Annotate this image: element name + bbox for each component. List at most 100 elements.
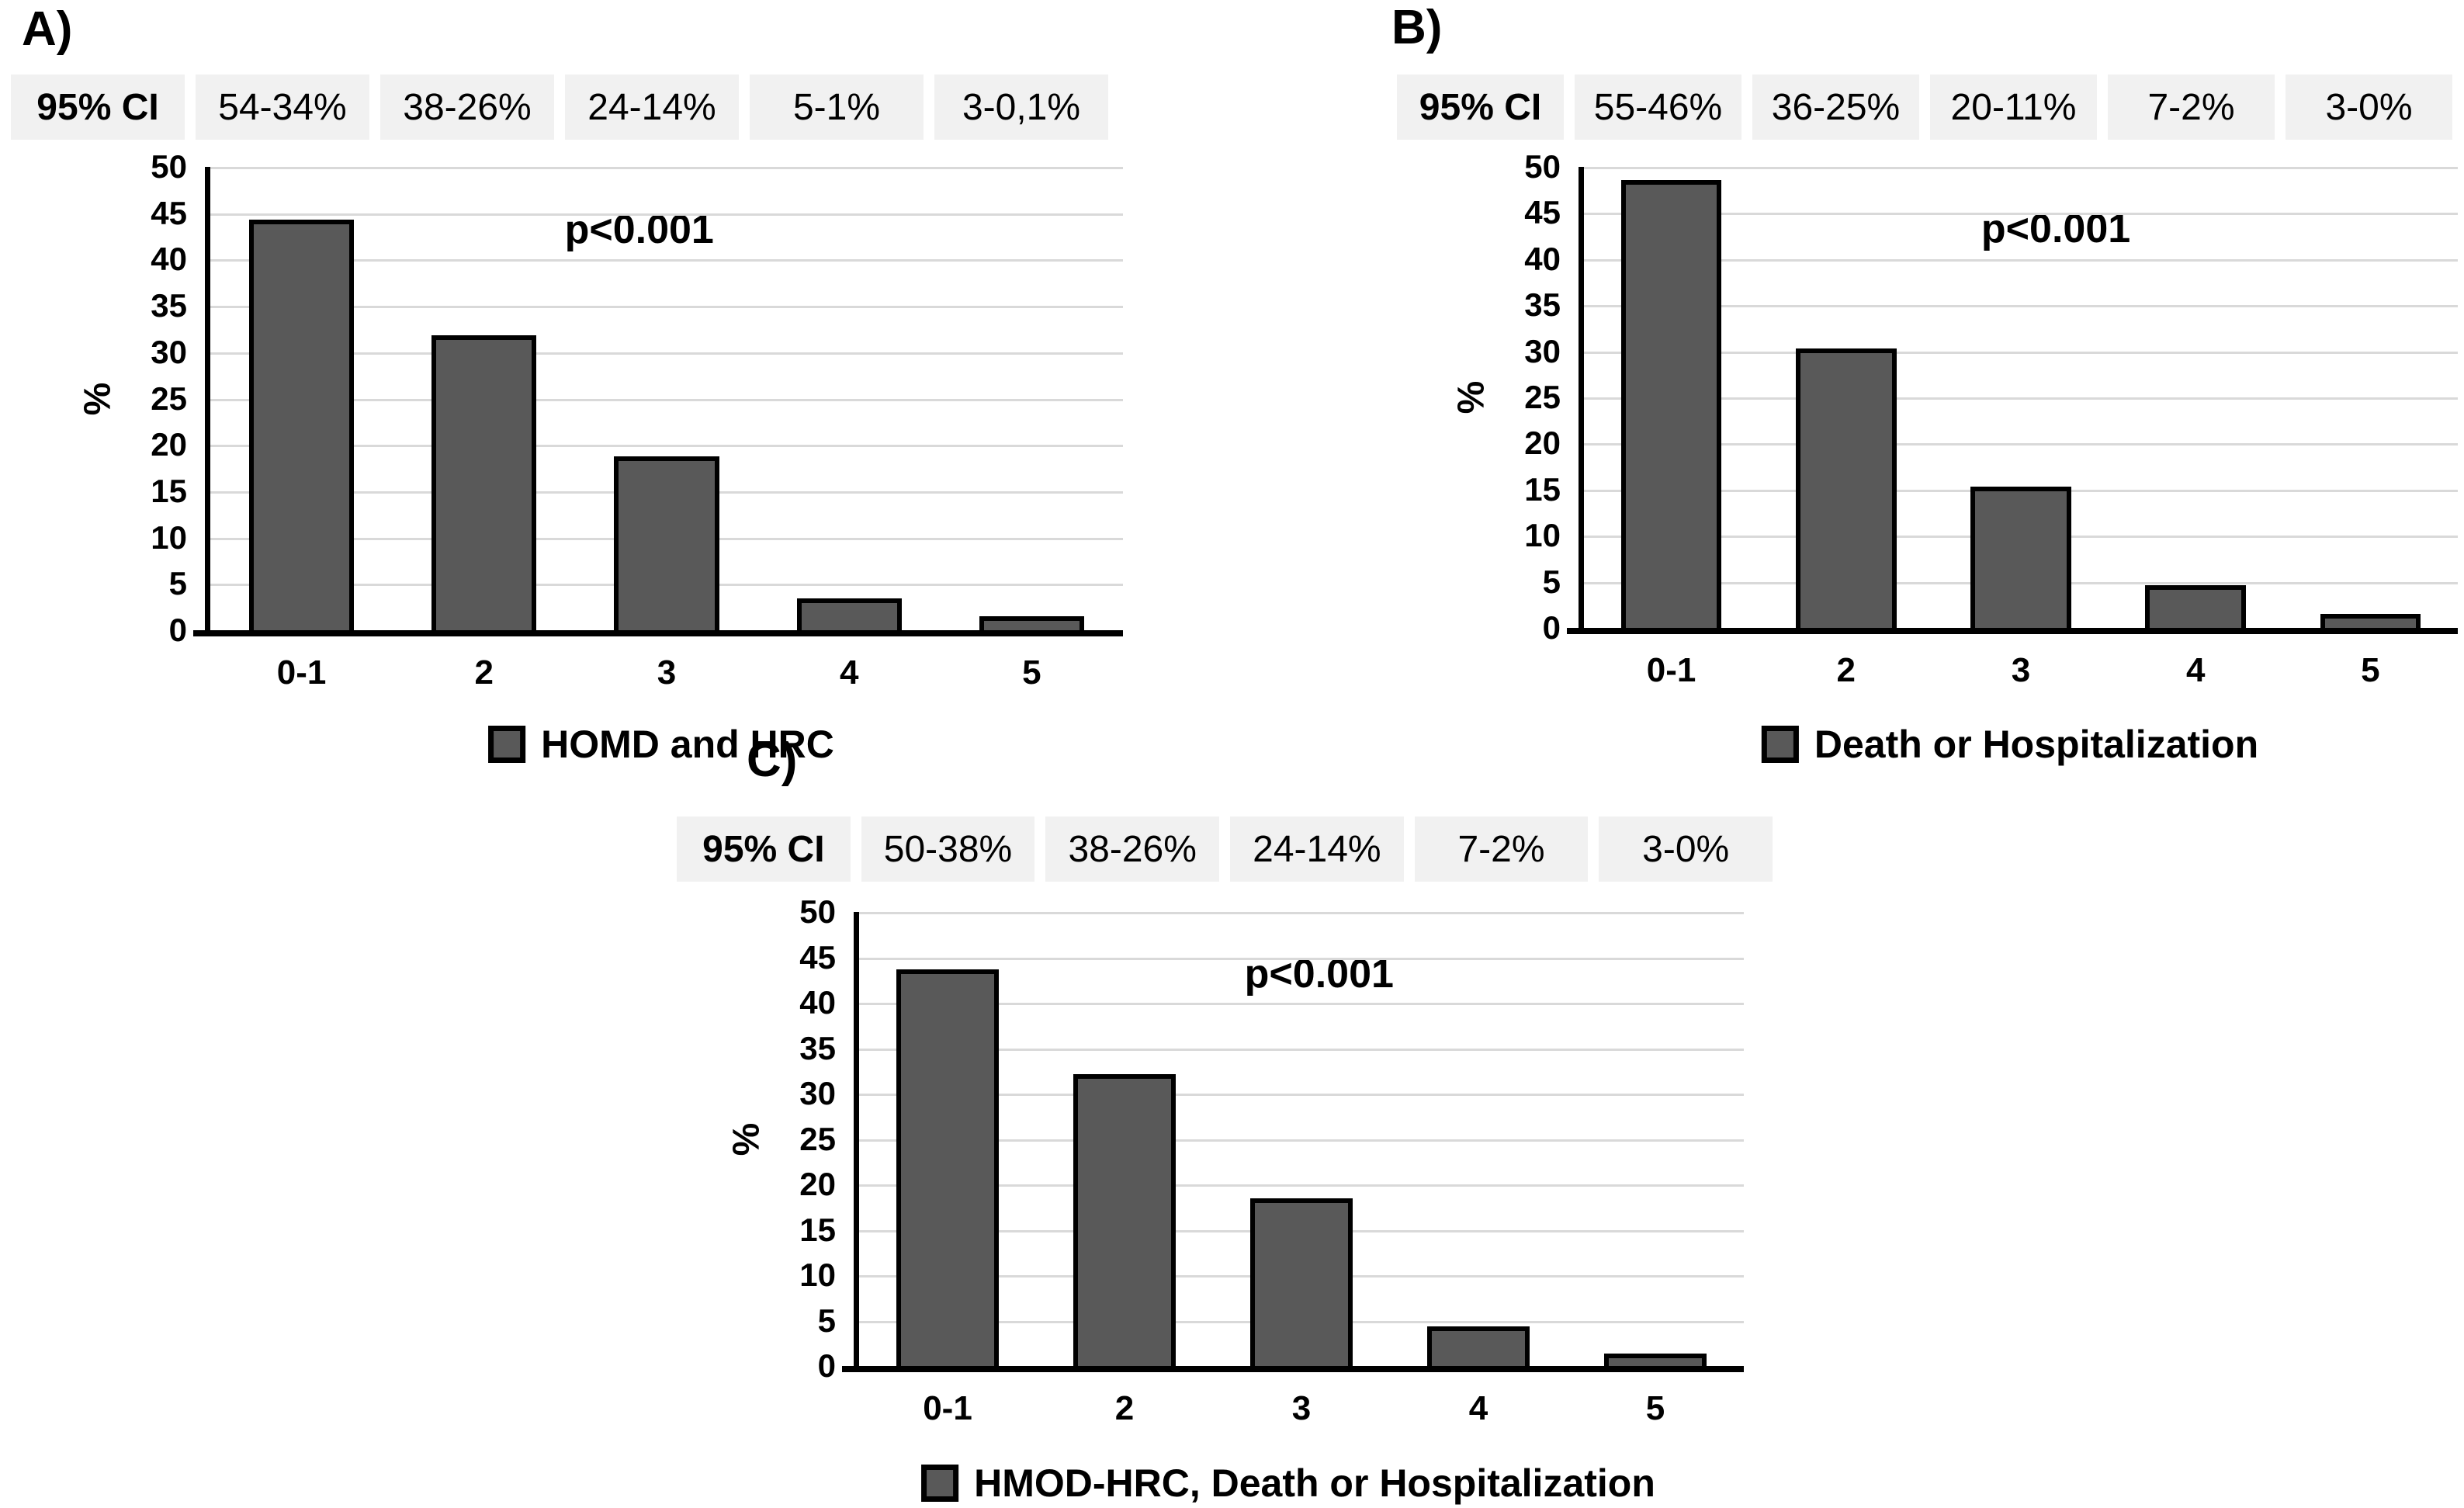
legend-label: HMOD-HRC, Death or Hospitalization bbox=[974, 1461, 1655, 1505]
gridline bbox=[1584, 167, 2458, 169]
x-axis-tick-label: 5 bbox=[2361, 651, 2380, 689]
bar-3 bbox=[1970, 487, 2071, 628]
y-axis-tick-label: 50 bbox=[1524, 148, 1561, 185]
ci-header-row: 95% CI 55-46% 36-25% 20-11% 7-2% 3-0% bbox=[1397, 75, 2452, 140]
gridline bbox=[859, 1229, 1744, 1232]
gridline bbox=[859, 1184, 1744, 1187]
plot-area: % p<0.001 0 5 10 15 20 25 30 35 40 45 50 0-1 2 3 4 5 bbox=[726, 896, 1744, 1427]
y-axis-tick-label: 0 bbox=[1542, 609, 1561, 646]
y-axis-title: % bbox=[77, 382, 119, 415]
gridline bbox=[859, 1048, 1744, 1051]
y-axis-tick-label: 20 bbox=[151, 426, 187, 463]
gridline bbox=[1584, 213, 2458, 216]
gridline bbox=[1584, 305, 2458, 308]
ci-range-cell: 7-2% bbox=[1414, 816, 1589, 882]
gridline bbox=[210, 491, 1123, 494]
legend-label: HOMD and HRC bbox=[541, 723, 834, 766]
gridline bbox=[1584, 489, 2458, 492]
bar-3 bbox=[614, 456, 719, 630]
y-axis-tick-label: 45 bbox=[1524, 194, 1561, 231]
x-axis-tick-label: 3 bbox=[1291, 1389, 1312, 1427]
ci-range-cell: 3-0% bbox=[2286, 75, 2452, 140]
gridline bbox=[210, 445, 1123, 448]
x-axis-tick-label: 5 bbox=[1645, 1389, 1665, 1427]
y-axis-tick-label: 25 bbox=[151, 380, 187, 417]
y-axis-tick-label: 5 bbox=[168, 565, 187, 602]
legend-swatch-icon bbox=[1761, 726, 1799, 763]
ci-range-cell: 55-46% bbox=[1575, 75, 1741, 140]
gridline bbox=[859, 957, 1744, 960]
x-axis-tick-label: 2 bbox=[1836, 651, 1856, 689]
gridline bbox=[1584, 581, 2458, 584]
gridline bbox=[859, 1275, 1744, 1277]
y-axis-tick-label: 15 bbox=[799, 1211, 836, 1248]
x-axis-tick-label: 5 bbox=[1022, 653, 1041, 692]
bar-2 bbox=[431, 335, 537, 630]
y-axis-tick-label: 40 bbox=[799, 984, 836, 1021]
y-axis-tick-label: 35 bbox=[151, 287, 187, 324]
y-axis-tick-label: 30 bbox=[151, 333, 187, 370]
bar-4 bbox=[1427, 1326, 1530, 1366]
ci-header-title: 95% CI bbox=[1397, 75, 1564, 140]
bar-4 bbox=[2145, 585, 2246, 628]
gridline bbox=[210, 352, 1123, 355]
x-axis-tick-label: 3 bbox=[657, 653, 677, 692]
gridline bbox=[1584, 397, 2458, 400]
y-axis-tick-label: 5 bbox=[817, 1302, 836, 1339]
y-axis-tick-label: 0 bbox=[168, 612, 187, 648]
bar-5 bbox=[979, 616, 1084, 630]
ci-header-title: 95% CI bbox=[11, 75, 185, 140]
gridline bbox=[859, 1139, 1744, 1142]
y-axis-tick-label: 20 bbox=[1524, 425, 1561, 462]
p-value-annotation: p<0.001 bbox=[1981, 206, 2131, 252]
gridline bbox=[210, 213, 1123, 216]
gridline bbox=[1584, 258, 2458, 262]
gridline bbox=[210, 398, 1123, 401]
panel-c-label: C) bbox=[747, 733, 798, 787]
ci-range-cell: 5-1% bbox=[750, 75, 924, 140]
gridline bbox=[859, 1003, 1744, 1005]
legend: HOMD and HRC bbox=[488, 722, 834, 767]
gridline bbox=[1584, 443, 2458, 446]
ci-range-cell: 54-34% bbox=[196, 75, 369, 140]
y-axis-tick-label: 10 bbox=[799, 1257, 836, 1293]
ci-header-row: 95% CI 54-34% 38-26% 24-14% 5-1% 3-0,1% bbox=[11, 75, 1108, 140]
y-axis-tick-label: 25 bbox=[1524, 379, 1561, 415]
legend: HMOD-HRC, Death or Hospitalization bbox=[921, 1461, 1655, 1506]
y-axis-tick-label: 35 bbox=[799, 1029, 836, 1066]
bar-2 bbox=[1796, 348, 1897, 628]
x-axis-tick-label: 0-1 bbox=[276, 653, 327, 692]
y-axis-tick-label: 40 bbox=[151, 241, 187, 278]
x-axis-tick-label: 0-1 bbox=[923, 1389, 972, 1427]
x-axis-tick-label: 4 bbox=[2185, 651, 2206, 689]
gridline bbox=[210, 584, 1123, 587]
x-axis-tick-label: 2 bbox=[474, 653, 494, 692]
x-axis-tick-label: 0-1 bbox=[1646, 651, 1696, 689]
y-axis-tick-label: 45 bbox=[151, 194, 187, 231]
ci-range-cell: 3-0,1% bbox=[934, 75, 1108, 140]
gridline bbox=[1584, 351, 2458, 354]
ci-range-cell: 36-25% bbox=[1752, 75, 1919, 140]
y-axis-tick-label: 15 bbox=[1524, 470, 1561, 508]
ci-range-cell: 3-0% bbox=[1599, 816, 1773, 882]
bar-4 bbox=[796, 598, 902, 630]
ci-range-cell: 38-26% bbox=[1045, 816, 1220, 882]
bar-0-1 bbox=[896, 969, 999, 1366]
ci-header-title: 95% CI bbox=[677, 816, 851, 882]
bar-2 bbox=[1073, 1074, 1176, 1366]
y-axis-tick-label: 10 bbox=[151, 518, 187, 556]
p-value-annotation: p<0.001 bbox=[1244, 951, 1394, 997]
y-axis-tick-label: 50 bbox=[799, 893, 836, 930]
plot-area: % p<0.001 0 5 10 15 20 25 30 35 40 45 50 0-1 2 3 4 5 bbox=[78, 151, 1123, 692]
legend-swatch-icon bbox=[921, 1465, 959, 1502]
gridline bbox=[210, 537, 1123, 540]
legend-swatch-icon bbox=[488, 726, 526, 763]
x-axis-tick-label: 2 bbox=[1114, 1389, 1135, 1427]
gridline bbox=[859, 1320, 1744, 1323]
y-axis-tick-label: 45 bbox=[799, 938, 836, 976]
legend-label: Death or Hospitalization bbox=[1814, 723, 2259, 766]
